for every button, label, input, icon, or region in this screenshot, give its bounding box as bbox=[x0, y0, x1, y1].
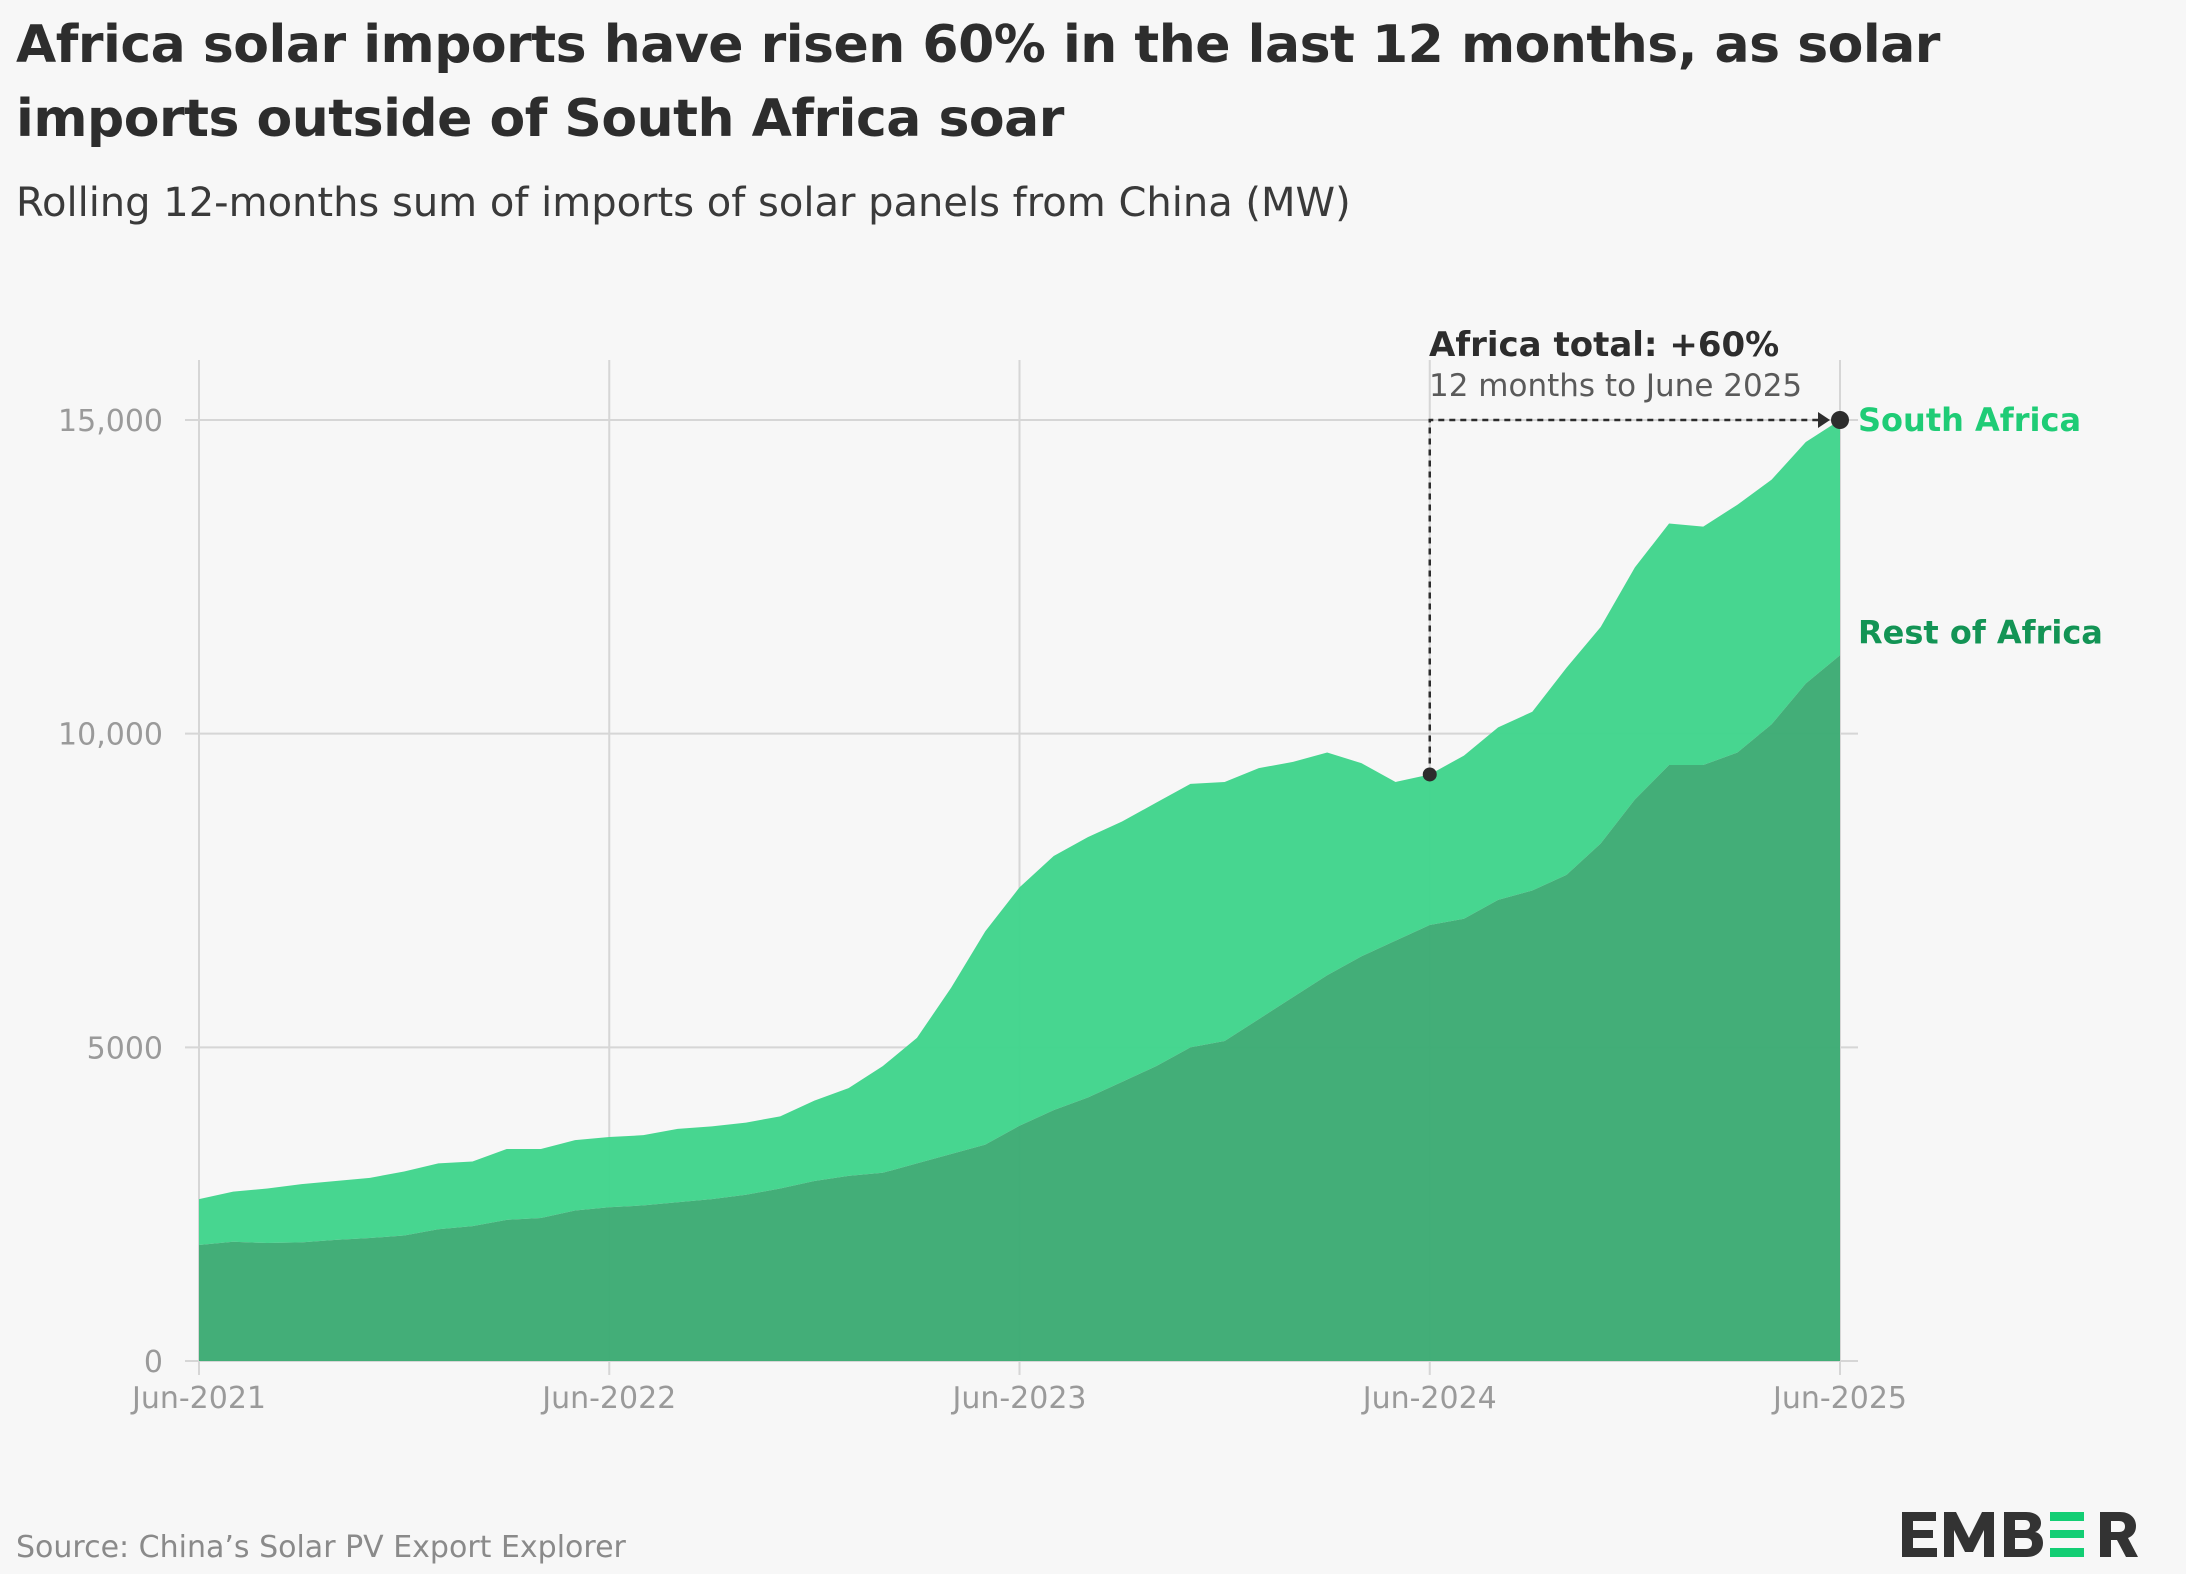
source-note: Source: China’s Solar PV Export Explorer bbox=[16, 1530, 626, 1565]
arrow-head-icon bbox=[1818, 412, 1830, 428]
x-tick-label: Jun-2023 bbox=[950, 1381, 1086, 1416]
x-tick-label: Jun-2024 bbox=[1361, 1381, 1497, 1416]
series-label-south-africa: South Africa bbox=[1858, 401, 2081, 439]
ember-logo bbox=[1900, 1508, 2150, 1572]
annotation: Africa total: +60% 12 months to June 202… bbox=[1422, 325, 1849, 782]
annotation-start-dot bbox=[1422, 767, 1437, 782]
x-tick-label: Jun-2025 bbox=[1771, 1381, 1907, 1416]
y-tick-label: 15,000 bbox=[58, 404, 163, 439]
x-tick-label: Jun-2022 bbox=[540, 1381, 676, 1416]
series-label-rest-of-africa: Rest of Africa bbox=[1858, 613, 2103, 651]
areas bbox=[199, 420, 1840, 1361]
annotation-headline: Africa total: +60% bbox=[1429, 325, 1779, 365]
annotation-end-dot bbox=[1831, 411, 1849, 429]
area-south-africa bbox=[199, 420, 1840, 1245]
axes: 0 5000 10,000 15,000 Jun-2021 Jun-2022 Jun-202… bbox=[58, 404, 1907, 1416]
chart-title: Africa solar imports have risen 60% in t… bbox=[16, 15, 1940, 149]
chart-subtitle: Rolling 12-months sum of imports of sola… bbox=[16, 180, 1351, 226]
y-tick-label: 10,000 bbox=[58, 718, 163, 753]
area-rest-of-africa bbox=[199, 655, 1840, 1361]
y-tick-label: 5000 bbox=[87, 1031, 163, 1066]
x-tick-label: Jun-2021 bbox=[130, 1381, 266, 1416]
y-tick-label: 0 bbox=[144, 1345, 163, 1380]
annotation-detail: 12 months to June 2025 bbox=[1429, 368, 1802, 404]
annotation-dashed-line bbox=[1428, 418, 1820, 775]
